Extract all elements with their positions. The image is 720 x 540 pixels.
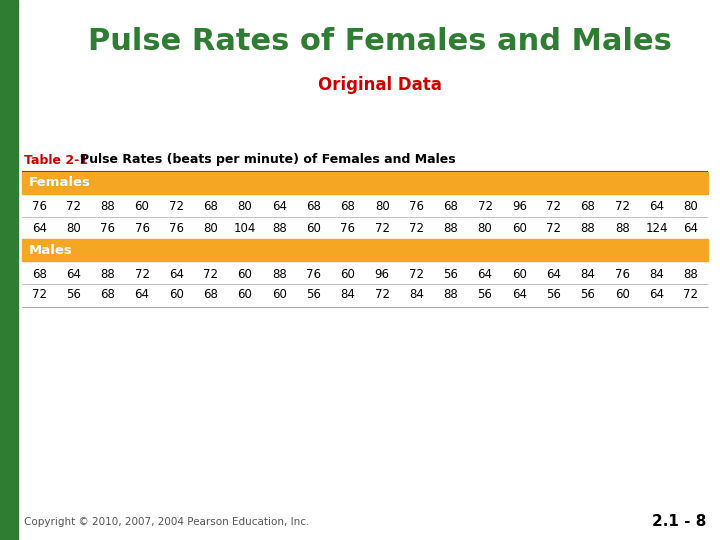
Text: 88: 88	[683, 267, 698, 280]
Text: 84: 84	[341, 288, 355, 301]
Text: 76: 76	[409, 200, 424, 213]
Text: 60: 60	[306, 221, 321, 234]
Text: Males: Males	[29, 244, 73, 256]
Text: 72: 72	[683, 288, 698, 301]
Text: 80: 80	[683, 200, 698, 213]
Text: 64: 64	[546, 267, 561, 280]
Bar	[22, 172, 708, 194]
Text: 56: 56	[444, 267, 458, 280]
Text: 72: 72	[615, 200, 630, 213]
Text: 68: 68	[203, 288, 218, 301]
Text: 72: 72	[135, 267, 150, 280]
Text: 88: 88	[272, 221, 287, 234]
Text: 72: 72	[66, 200, 81, 213]
Text: 60: 60	[512, 221, 527, 234]
Text: 76: 76	[341, 221, 356, 234]
Text: 84: 84	[580, 267, 595, 280]
Text: 76: 76	[306, 267, 321, 280]
Text: 68: 68	[580, 200, 595, 213]
Text: 68: 68	[100, 288, 115, 301]
Text: 80: 80	[375, 200, 390, 213]
Text: 60: 60	[272, 288, 287, 301]
Text: 88: 88	[615, 221, 629, 234]
Text: 56: 56	[66, 288, 81, 301]
Text: 80: 80	[477, 221, 492, 234]
Text: 68: 68	[203, 200, 218, 213]
Text: 88: 88	[444, 221, 458, 234]
Text: 76: 76	[135, 221, 150, 234]
Text: 2.1 - 8: 2.1 - 8	[652, 515, 706, 530]
Text: 56: 56	[546, 288, 561, 301]
Text: Pulse Rates (beats per minute) of Females and Males: Pulse Rates (beats per minute) of Female…	[80, 153, 456, 166]
Text: 96: 96	[374, 267, 390, 280]
Text: 88: 88	[580, 221, 595, 234]
Text: 64: 64	[66, 267, 81, 280]
Text: 64: 64	[135, 288, 150, 301]
Text: 84: 84	[649, 267, 664, 280]
Text: 72: 72	[374, 221, 390, 234]
Text: 72: 72	[374, 288, 390, 301]
Text: 60: 60	[512, 267, 527, 280]
Text: 72: 72	[409, 221, 424, 234]
Text: 64: 64	[649, 200, 664, 213]
Text: 60: 60	[341, 267, 355, 280]
Text: Table 2-1: Table 2-1	[24, 153, 88, 166]
Text: Females: Females	[29, 177, 91, 190]
Text: 64: 64	[683, 221, 698, 234]
Text: 76: 76	[169, 221, 184, 234]
Text: Original Data: Original Data	[318, 76, 442, 94]
Text: 64: 64	[477, 267, 492, 280]
Text: 80: 80	[203, 221, 218, 234]
Text: 60: 60	[238, 288, 253, 301]
Text: 96: 96	[512, 200, 527, 213]
Text: 72: 72	[203, 267, 218, 280]
Text: 64: 64	[271, 200, 287, 213]
Text: 72: 72	[32, 288, 47, 301]
Text: 72: 72	[477, 200, 492, 213]
Text: 104: 104	[234, 221, 256, 234]
Text: 72: 72	[546, 200, 561, 213]
Text: 56: 56	[580, 288, 595, 301]
Text: 76: 76	[100, 221, 115, 234]
Text: 64: 64	[649, 288, 664, 301]
Text: 72: 72	[169, 200, 184, 213]
Text: 64: 64	[512, 288, 527, 301]
Text: 68: 68	[444, 200, 458, 213]
Text: 68: 68	[341, 200, 355, 213]
Bar	[22, 239, 708, 261]
Text: 72: 72	[409, 267, 424, 280]
Text: 88: 88	[100, 200, 115, 213]
Bar	[0, 0, 18, 540]
Text: 124: 124	[645, 221, 668, 234]
Text: 84: 84	[409, 288, 424, 301]
Text: 60: 60	[169, 288, 184, 301]
Text: 76: 76	[32, 200, 47, 213]
Text: 60: 60	[238, 267, 253, 280]
Text: 60: 60	[615, 288, 630, 301]
Text: 68: 68	[306, 200, 321, 213]
Text: 80: 80	[66, 221, 81, 234]
Text: 64: 64	[169, 267, 184, 280]
Text: 64: 64	[32, 221, 47, 234]
Text: Pulse Rates of Females and Males: Pulse Rates of Females and Males	[88, 28, 672, 57]
Text: 72: 72	[546, 221, 561, 234]
Text: 88: 88	[272, 267, 287, 280]
Text: 80: 80	[238, 200, 252, 213]
Text: 60: 60	[135, 200, 150, 213]
Text: 88: 88	[444, 288, 458, 301]
Text: 56: 56	[306, 288, 321, 301]
Text: 88: 88	[100, 267, 115, 280]
Text: Copyright © 2010, 2007, 2004 Pearson Education, Inc.: Copyright © 2010, 2007, 2004 Pearson Edu…	[24, 517, 310, 527]
Text: 56: 56	[477, 288, 492, 301]
Text: 76: 76	[615, 267, 630, 280]
Text: 68: 68	[32, 267, 47, 280]
